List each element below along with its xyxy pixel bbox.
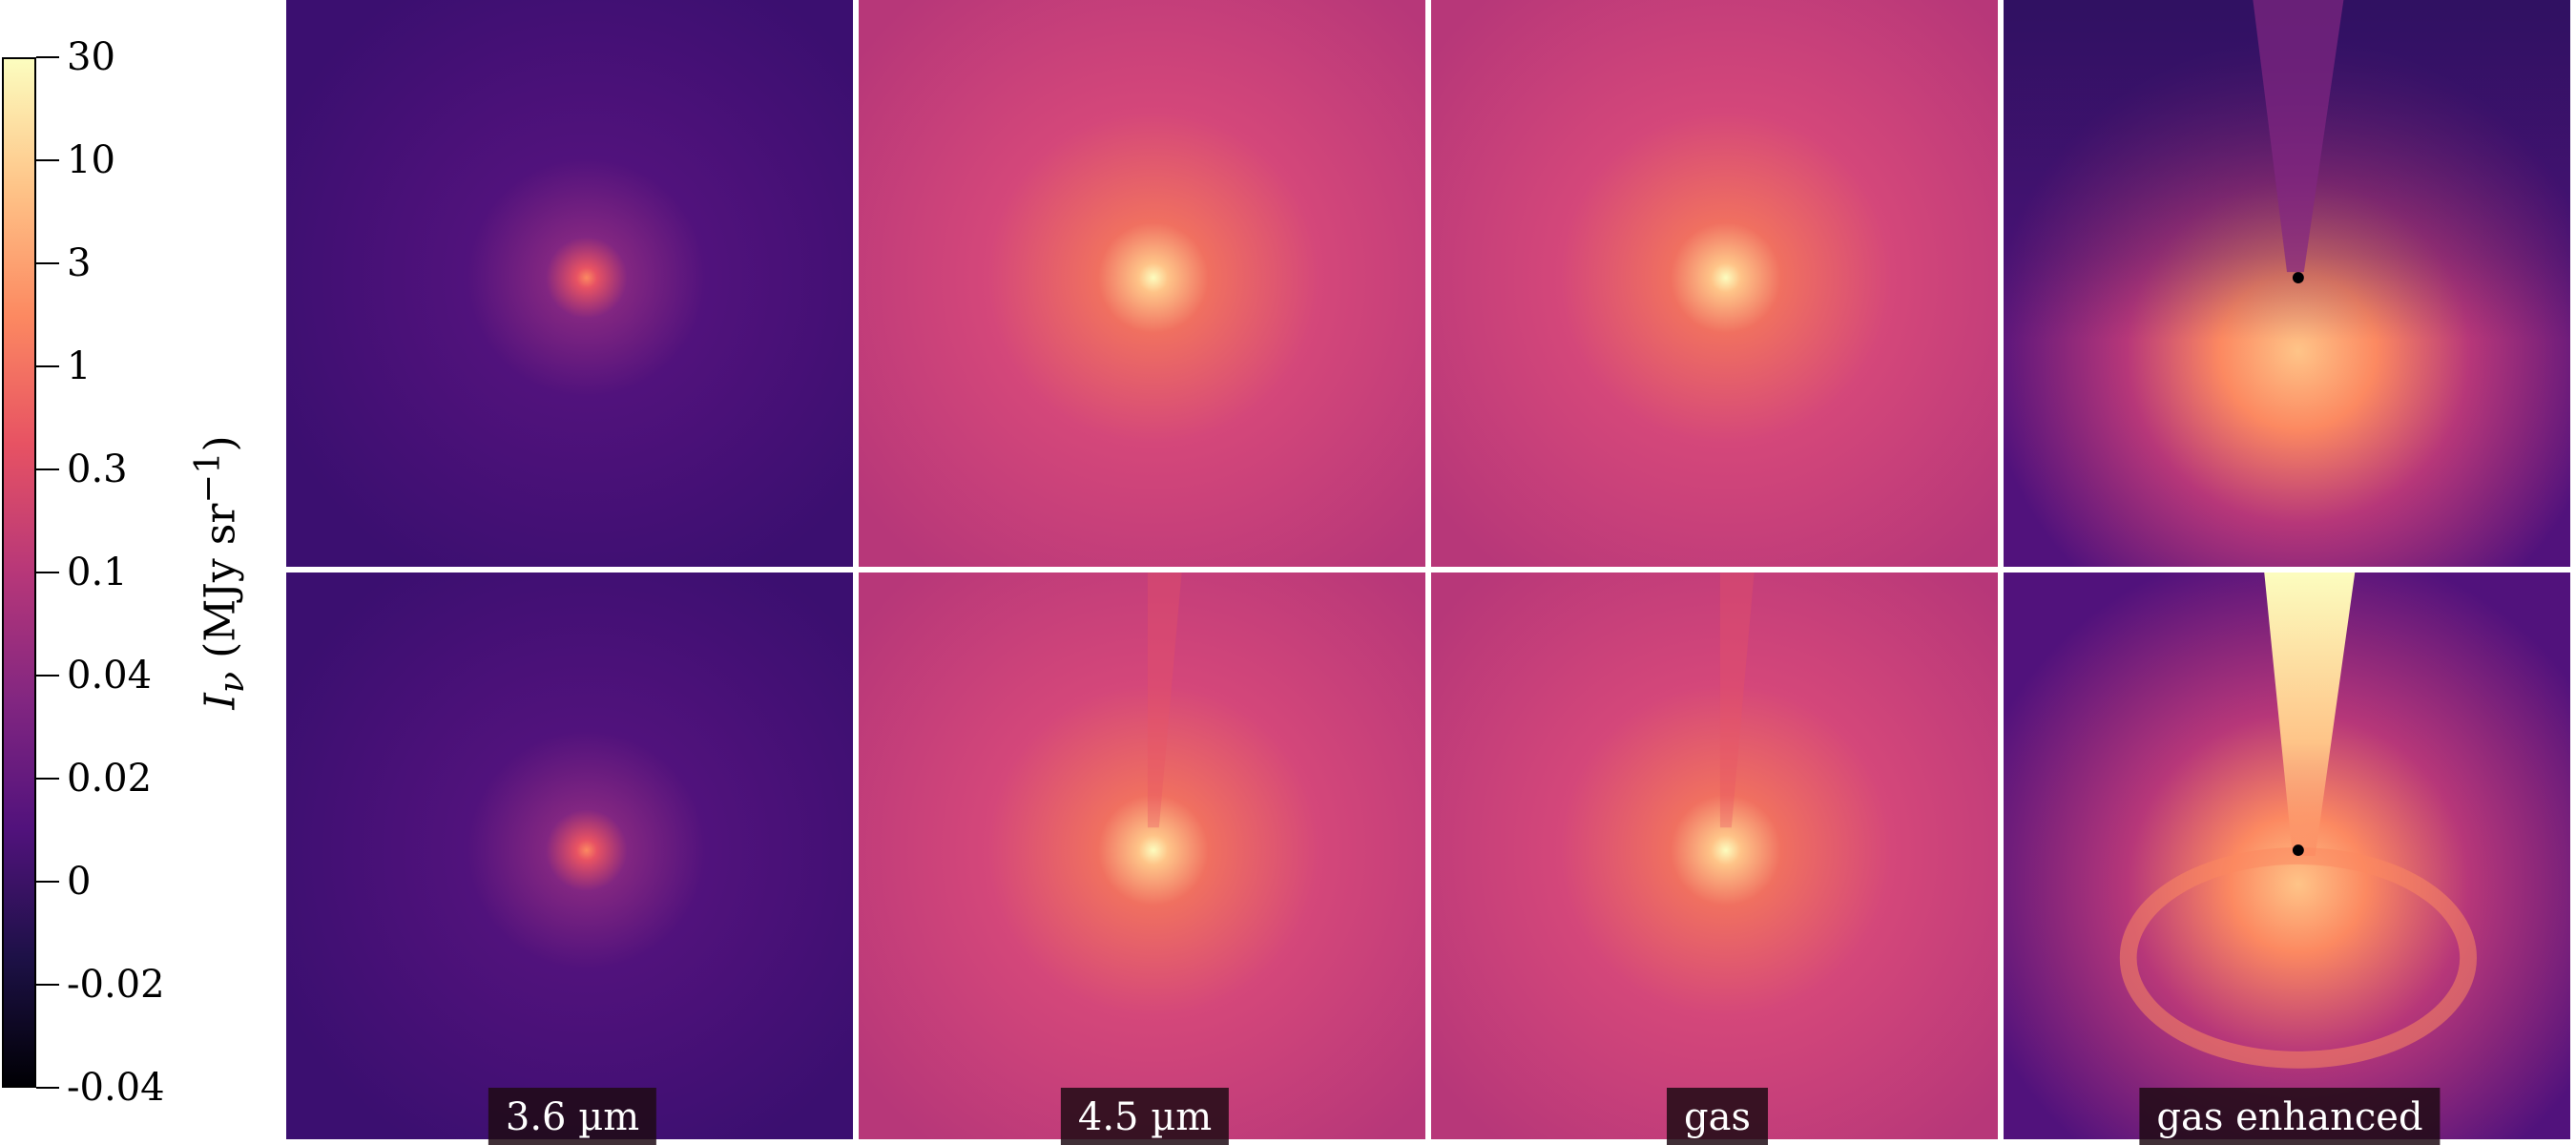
panel-3-6um-top [286, 0, 853, 567]
panel-label-gas: gas [1667, 1088, 1768, 1145]
colorbar-title-units: (MJy sr [196, 503, 245, 658]
colorbar-tick-label: -0.02 [67, 963, 165, 1007]
panel-gas-top [1431, 0, 1998, 567]
panel-label-4-5um: 4.5 µm [1060, 1088, 1230, 1145]
image-panel-grid: 3.6 µm 4.5 µm gas gas enhanced [286, 0, 2576, 1145]
colorbar-tick-mark [36, 365, 59, 367]
panel-4-5um-top [859, 0, 1425, 567]
panel-gas-bottom [1431, 572, 1998, 1139]
colorbar-tick-mark [36, 468, 59, 470]
colorbar-tick-label: 0.3 [67, 448, 128, 491]
colorbar-tick-mark [36, 778, 59, 780]
colorbar-tick-label: 0.04 [67, 654, 153, 697]
colorbar-tick-mark [36, 262, 59, 264]
colorbar: 30 10 3 1 0.3 0.1 0.04 0.02 0 -0.02 -0.04 Iν (MJy … [0, 0, 286, 1145]
colorbar-tick-label: 0 [67, 860, 92, 904]
colorbar-tick-label: 1 [67, 344, 92, 388]
colorbar-tick-label: -0.04 [67, 1066, 165, 1110]
panel-label-3-6um: 3.6 µm [488, 1088, 657, 1145]
colorbar-title-close: ) [196, 435, 245, 452]
colorbar-title: Iν (MJy sr−1) [187, 435, 252, 709]
colorbar-tick-label: 10 [67, 138, 115, 182]
colorbar-tick-mark [36, 1087, 59, 1089]
colorbar-gradient [2, 57, 36, 1088]
colorbar-tick-label: 0.1 [67, 551, 128, 594]
colorbar-tick-label: 0.02 [67, 757, 153, 801]
colorbar-tick-mark [36, 984, 59, 986]
colorbar-tick-mark [36, 675, 59, 677]
colorbar-tick-mark [36, 159, 59, 161]
colorbar-tick-mark [36, 572, 59, 573]
panel-3-6um-bottom [286, 572, 853, 1139]
colorbar-tick-mark [36, 56, 59, 58]
colorbar-title-exponent: −1 [186, 451, 228, 504]
panel-4-5um-bottom [859, 572, 1425, 1139]
panel-gas-enhanced-bottom [2004, 572, 2570, 1139]
panel-gas-enhanced-top [2004, 0, 2570, 567]
colorbar-tick-mark [36, 881, 59, 883]
colorbar-tick-label: 30 [67, 35, 115, 79]
colorbar-title-symbol: I [196, 693, 245, 710]
panel-label-gas-enhanced: gas enhanced [2139, 1088, 2441, 1145]
colorbar-title-subscript: ν [211, 671, 253, 694]
colorbar-tick-label: 3 [67, 241, 92, 285]
